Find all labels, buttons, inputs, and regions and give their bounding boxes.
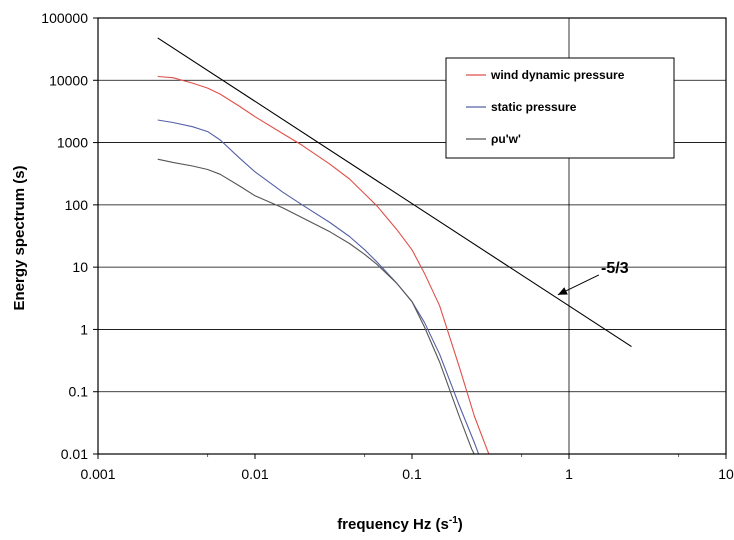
legend: wind dynamic pressure static pressure ρu'w… — [445, 57, 675, 159]
y-tick-label: 1 — [80, 321, 88, 337]
x-tick-label: 0.01 — [241, 466, 268, 482]
y-tick-label: 0.01 — [61, 446, 88, 462]
x-tick-label: 0.1 — [402, 466, 422, 482]
x-axis-title-superscript: -1 — [449, 515, 458, 526]
annotation-label: -5/3 — [601, 260, 629, 277]
annotation-layer: -5/3 — [557, 260, 629, 296]
y-tick-label: 100000 — [41, 10, 88, 26]
series-line-2 — [157, 158, 475, 454]
x-tick-label: 10 — [718, 466, 734, 482]
x-axis-title: frequency Hz (s-1) — [337, 515, 463, 533]
y-tick-label: 100 — [65, 197, 89, 213]
legend-label: wind dynamic pressure — [490, 68, 625, 82]
reference-slope-line — [157, 37, 632, 348]
y-tick-label: 10000 — [49, 72, 88, 88]
x-tick-label: 0.001 — [80, 466, 115, 482]
x-tick-label: 1 — [565, 466, 573, 482]
legend-label: static pressure — [491, 100, 577, 114]
tick-layer: 0.01 0.1 1 10 100 1000 10000 100000 0.001 0.01 0.1… — [41, 10, 734, 482]
series-layer — [157, 37, 632, 454]
series-line-1 — [157, 119, 480, 454]
y-tick-label: 1000 — [57, 135, 88, 151]
y-axis-title: Energy spectrum (s) — [11, 165, 28, 310]
x-axis-title-close: ) — [458, 516, 463, 533]
y-tick-label: 10 — [72, 259, 88, 275]
legend-label: ρu'w' — [491, 132, 521, 146]
series-line-0 — [157, 75, 490, 454]
y-tick-label: 0.1 — [69, 384, 89, 400]
x-axis-title-main: frequency Hz (s — [337, 516, 449, 533]
annotation-arrow-head — [557, 287, 568, 295]
